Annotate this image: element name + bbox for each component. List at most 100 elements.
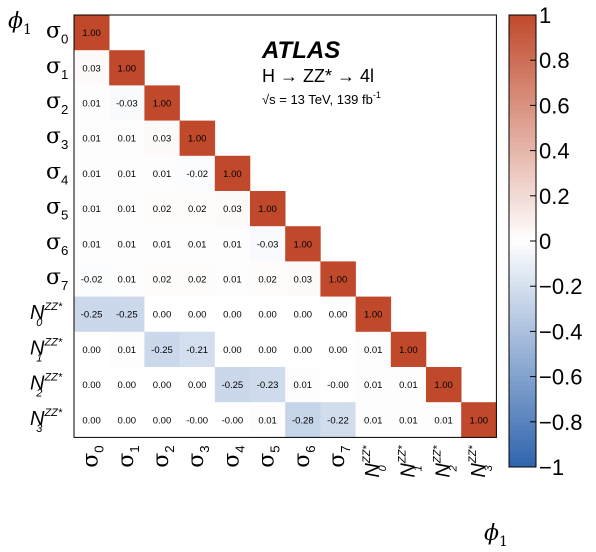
y-tick-label: σ5 [46,195,68,223]
palette-band [509,354,536,360]
palette-band [509,91,536,97]
palette-band [509,55,536,61]
y-tick-label: NZZ* 0 [30,301,63,329]
palette-band [509,435,536,441]
cell-value-label: 0.01 [399,415,418,426]
heatmap-cell [214,367,251,403]
palette-band [509,390,536,396]
heatmap-cell [109,155,145,192]
heatmap-cell [74,226,110,262]
atlas-annotation: ATLAS H → ZZ* → 4l √s = 13 TeV, 139 fb-1 [261,37,381,107]
cell-value-label: -0.00 [186,415,208,426]
cell-value-label: -0.25 [222,380,244,391]
heatmap-cell [250,191,286,227]
palette-band [509,299,536,305]
energy-label: √s = 13 TeV, 139 fb-1 [262,90,381,107]
cell-value-label: 0.03 [153,134,172,145]
heatmap-cell [109,402,145,438]
heatmap-cell [74,155,110,192]
palette-band [509,308,536,314]
cell-value-label: 1.00 [399,345,418,356]
palette-band [509,128,536,134]
heatmap-cell [74,50,110,86]
y-tick-label: σ0 [46,19,68,47]
cell-value-label: 1.00 [188,134,207,145]
palette-tick-label: 1 [539,3,551,28]
cell-value-label: 0.03 [82,63,101,74]
palette-band [509,457,536,463]
cell-value-label: 0.01 [118,169,137,180]
heatmap-cell [109,120,145,157]
palette-band [509,349,536,355]
palette-band [509,344,536,350]
cell-value-label: 0.01 [118,134,137,145]
palette-band [509,426,536,432]
palette-band [509,177,536,183]
heatmap-cell [109,367,145,403]
heatmap-cell [285,331,321,368]
cell-value-label: -0.03 [116,99,138,110]
heatmap-cell [390,331,427,368]
palette-band [509,33,536,39]
x-axis-title: ϕ1 [484,521,508,550]
heatmap-cell [109,261,145,297]
cell-value-label: 0.01 [364,380,383,391]
x-tick-label: σ6 [290,445,318,467]
palette-band [509,159,536,165]
cell-value-label: 0.02 [188,204,207,215]
palette-band [509,132,536,138]
palette-band [509,64,536,70]
cell-value-label: 0.01 [188,239,207,250]
y-axis-title: ϕ1 [8,9,32,38]
palette-band [509,444,536,450]
cell-value-label: -0.21 [186,345,208,356]
heatmap-cell [250,261,286,297]
palette-band [509,186,536,192]
palette-tick-label: −0.6 [539,365,582,390]
y-tick-label: σ2 [46,89,68,117]
heatmap-cell [320,261,356,297]
cell-value-label: 0.01 [118,275,137,286]
cell-value-label: 0.01 [82,204,101,215]
cell-value-label: 1.00 [82,28,101,39]
heatmap-cell [144,85,180,121]
heatmap-cell [426,402,462,438]
palette-tick-label: 0.2 [539,184,570,209]
palette-tick-label: −1 [539,455,564,480]
palette-band [509,69,536,75]
cell-value-label: 0.00 [82,345,101,356]
palette-band [509,385,536,391]
heatmap-cell [285,296,321,333]
palette-band [509,42,536,48]
heatmap-cell [144,261,180,297]
x-tick-label: σ5 [255,445,283,467]
cell-value-label: -0.00 [222,415,244,426]
palette-band [509,290,536,296]
y-tick-labels: σ0 σ1 σ2 σ3 σ4 σ5 σ6 σ7 NZZ* 0 NZZ* 1 NZZ* 2 NZZ* 3 [30,19,68,435]
palette-band [509,100,536,106]
palette-band [509,164,536,170]
heatmap-cell [179,402,216,438]
palette-band [509,367,536,373]
palette-band [509,82,536,88]
cell-value-label: 1.00 [118,63,137,74]
palette-tick-label: −0.2 [539,274,582,299]
heatmap-cell [144,120,180,157]
cell-value-label: 0.00 [223,310,242,321]
heatmap-cell [426,367,462,403]
palette-tick-label: 0 [539,229,551,254]
palette-band [509,372,536,378]
palette-band [509,430,536,436]
process-label: H → ZZ* → 4l [262,66,374,86]
palette-tick-label: 0.8 [539,48,570,73]
heatmap-cell [74,85,110,121]
palette-band [509,403,536,409]
heatmap-cell [144,331,180,368]
cell-value-label: 0.02 [153,204,172,215]
heatmap-cell [214,331,251,368]
heatmap-cell [179,367,216,403]
palette-band [509,231,536,237]
cell-value-label: 0.03 [223,204,242,215]
cell-value-label: 0.00 [153,380,172,391]
heatmap-cell [214,155,251,192]
